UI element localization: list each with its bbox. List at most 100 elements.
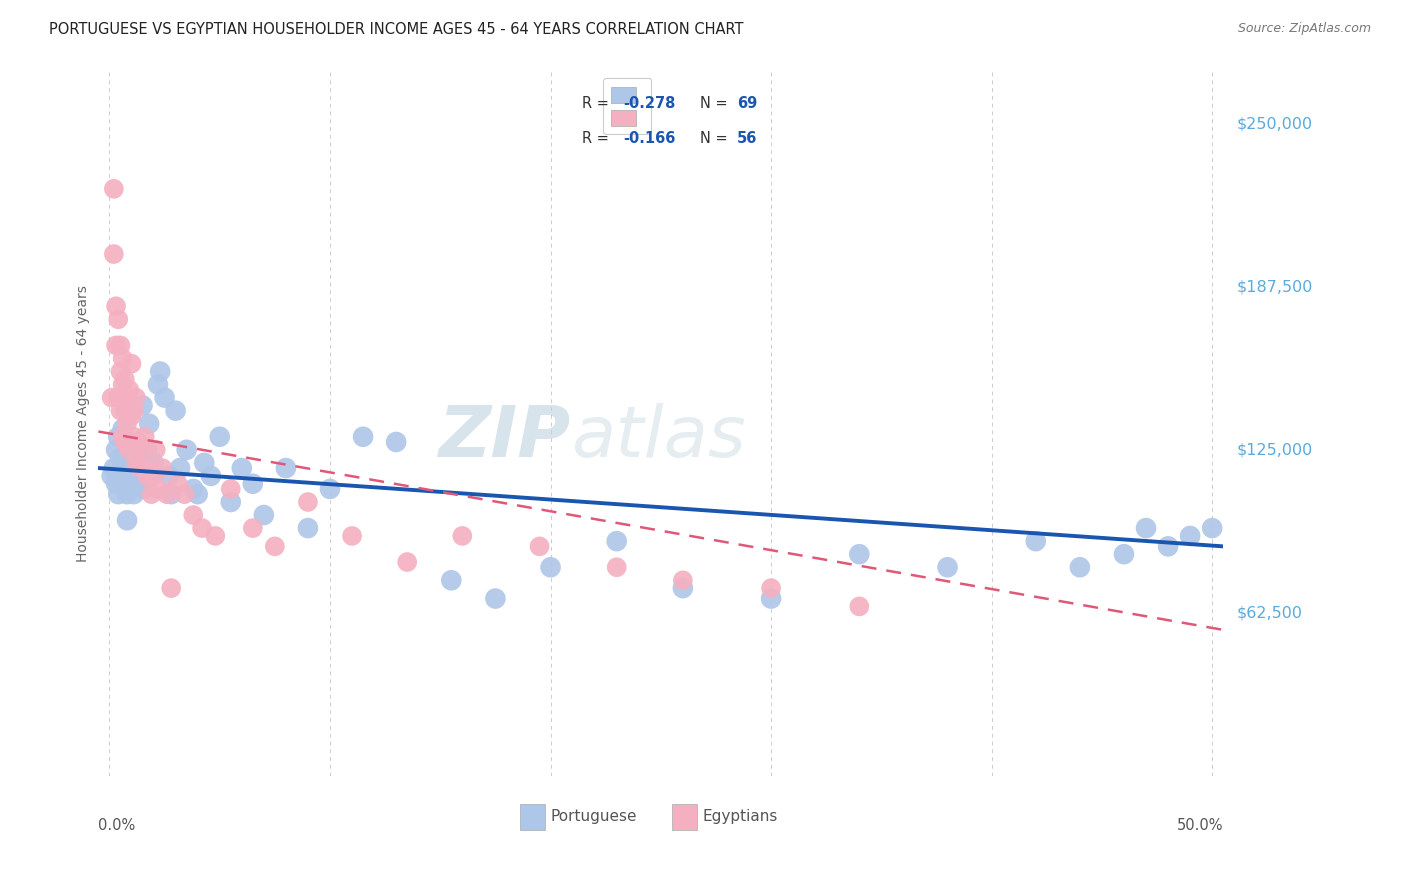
Point (122, 487, 145, 501)
Point (115, 513, 138, 527)
Text: N =: N = (700, 131, 733, 145)
Text: Portuguese: Portuguese (551, 809, 637, 824)
Point (118, 469, 141, 483)
Point (122, 450, 145, 465)
Point (118, 442, 141, 457)
Point (181, 508, 204, 522)
Point (103, 182, 125, 196)
Point (484, 591, 506, 606)
Point (111, 422, 134, 436)
Point (1135, 521, 1157, 535)
Point (319, 482, 342, 496)
Y-axis label: Householder Income Ages 45 - 64 years: Householder Income Ages 45 - 64 years (76, 285, 90, 562)
Point (141, 469, 163, 483)
Text: 50.0%: 50.0% (1177, 818, 1223, 833)
Point (110, 450, 132, 465)
Point (165, 403, 187, 417)
Point (1025, 534, 1047, 549)
Point (297, 495, 319, 509)
Point (110, 338, 132, 352)
Point (193, 456, 215, 470)
Point (100, 391, 122, 405)
Text: Source: ZipAtlas.com: Source: ZipAtlas.com (1237, 22, 1371, 36)
Point (114, 403, 136, 417)
Point (540, 560, 562, 574)
Point (121, 409, 143, 423)
Point (146, 482, 169, 496)
Point (136, 469, 159, 483)
Text: $250,000: $250,000 (1237, 116, 1313, 131)
Point (110, 469, 132, 483)
Point (187, 487, 209, 501)
Point (142, 469, 165, 483)
Point (936, 560, 959, 574)
Point (110, 403, 132, 417)
Point (114, 372, 136, 386)
Point (141, 487, 163, 501)
Point (103, 247, 125, 261)
Point (100, 469, 122, 483)
Point (121, 476, 143, 491)
Point (263, 540, 285, 554)
Point (111, 377, 134, 392)
Point (110, 364, 132, 378)
Point (340, 529, 363, 543)
Point (115, 417, 138, 431)
Point (122, 430, 145, 444)
Point (138, 417, 160, 431)
Point (191, 521, 214, 535)
Point (131, 399, 153, 413)
Point (136, 442, 159, 457)
Point (129, 461, 152, 475)
Point (103, 461, 125, 475)
Point (156, 487, 179, 501)
Legend: , : , (603, 78, 651, 134)
Point (131, 442, 153, 457)
Text: $62,500: $62,500 (1237, 606, 1303, 621)
Point (127, 434, 149, 449)
Text: N =: N = (700, 95, 733, 111)
Point (105, 476, 128, 491)
Text: ZIP: ZIP (439, 403, 571, 472)
Point (125, 442, 148, 457)
Point (219, 482, 242, 496)
Point (145, 442, 167, 457)
Point (138, 461, 160, 475)
Point (181, 482, 204, 496)
Bar (672, 804, 697, 830)
Text: -0.278: -0.278 (624, 95, 676, 111)
Point (111, 456, 134, 470)
Point (125, 469, 148, 483)
Text: 0.0%: 0.0% (98, 818, 135, 833)
Point (606, 534, 628, 549)
Point (105, 338, 128, 352)
Point (111, 430, 134, 444)
Text: 56: 56 (737, 131, 758, 145)
Point (115, 487, 138, 501)
Point (385, 434, 408, 449)
Text: -0.166: -0.166 (624, 131, 676, 145)
Point (160, 487, 183, 501)
Point (208, 430, 231, 444)
Point (134, 430, 156, 444)
Point (105, 442, 128, 457)
Text: $125,000: $125,000 (1237, 442, 1313, 458)
Point (529, 540, 551, 554)
Point (115, 391, 138, 405)
Point (176, 442, 198, 457)
Point (672, 581, 695, 595)
Point (146, 377, 169, 392)
Point (107, 430, 129, 444)
Point (121, 357, 143, 371)
Point (122, 403, 145, 417)
Point (125, 456, 148, 470)
Point (115, 469, 138, 483)
Point (107, 487, 129, 501)
Point (219, 495, 242, 509)
Point (440, 574, 463, 588)
Point (672, 574, 695, 588)
Point (200, 469, 222, 483)
Point (848, 599, 870, 614)
Text: 69: 69 (737, 95, 758, 111)
Point (125, 391, 148, 405)
